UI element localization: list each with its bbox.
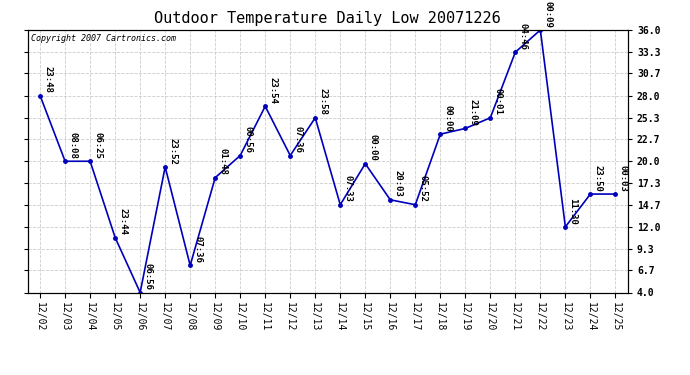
Text: 04:46: 04:46: [518, 23, 527, 50]
Text: 08:08: 08:08: [68, 132, 77, 159]
Text: 05:52: 05:52: [418, 176, 427, 202]
Text: 00:56: 00:56: [243, 126, 253, 153]
Text: 00:00: 00:00: [368, 134, 377, 161]
Text: 07:33: 07:33: [343, 176, 353, 202]
Text: 23:58: 23:58: [318, 88, 327, 116]
Text: 23:54: 23:54: [268, 77, 277, 104]
Text: 23:52: 23:52: [168, 138, 177, 165]
Text: 00:03: 00:03: [618, 165, 627, 192]
Text: 07:36: 07:36: [193, 236, 202, 263]
Text: 21:09: 21:09: [469, 99, 477, 126]
Title: Outdoor Temperature Daily Low 20071226: Outdoor Temperature Daily Low 20071226: [155, 11, 501, 26]
Text: 01:48: 01:48: [218, 148, 227, 175]
Text: 11:30: 11:30: [569, 198, 578, 224]
Text: 00:00: 00:00: [443, 105, 453, 132]
Text: 06:25: 06:25: [93, 132, 102, 159]
Text: 00:01: 00:01: [493, 88, 502, 116]
Text: 20:03: 20:03: [393, 171, 402, 197]
Text: 23:44: 23:44: [118, 208, 127, 235]
Text: 00:09: 00:09: [543, 1, 553, 27]
Text: 23:50: 23:50: [593, 165, 602, 192]
Text: 06:56: 06:56: [143, 263, 152, 290]
Text: 07:36: 07:36: [293, 126, 302, 153]
Text: Copyright 2007 Cartronics.com: Copyright 2007 Cartronics.com: [30, 34, 175, 43]
Text: 23:48: 23:48: [43, 66, 52, 93]
